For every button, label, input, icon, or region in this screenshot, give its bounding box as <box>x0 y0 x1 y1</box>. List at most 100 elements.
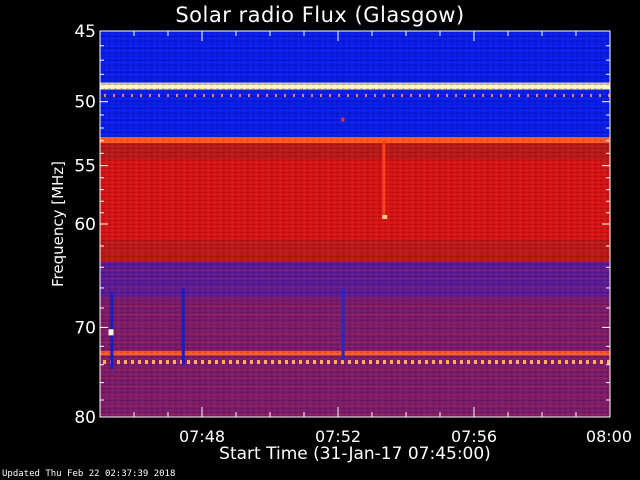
dot-mark <box>536 93 538 97</box>
dot-mark <box>404 360 407 365</box>
dot-mark <box>173 360 176 365</box>
dot-mark <box>149 93 151 97</box>
dot-mark <box>208 360 211 365</box>
dot-mark <box>122 93 124 97</box>
dot-mark <box>527 93 529 97</box>
dot-mark <box>523 360 526 365</box>
dot-mark <box>230 93 232 97</box>
dot-mark <box>419 93 421 97</box>
dot-mark <box>551 360 554 365</box>
x-tick-label: 08:00 <box>586 427 632 446</box>
y-tick-label: 50 <box>74 93 96 113</box>
dot-mark <box>292 360 295 365</box>
chart-title: Solar radio Flux (Glasgow) <box>175 3 465 27</box>
dot-mark <box>327 360 330 365</box>
x-tick-label: 07:56 <box>451 427 497 446</box>
dot-mark <box>131 360 134 365</box>
dot-mark <box>187 360 190 365</box>
dot-mark <box>194 93 196 97</box>
dot-mark <box>579 360 582 365</box>
dot-mark <box>537 360 540 365</box>
dot-mark <box>473 93 475 97</box>
dot-mark <box>460 360 463 365</box>
dot-mark <box>221 93 223 97</box>
dot-mark <box>257 360 260 365</box>
dot-mark <box>306 360 309 365</box>
dot-mark <box>509 360 512 365</box>
y-tick-label: 80 <box>74 408 96 428</box>
dot-mark <box>558 360 561 365</box>
dot-mark <box>285 360 288 365</box>
dot-mark <box>166 360 169 365</box>
dot-mark <box>131 93 133 97</box>
dot-mark <box>383 93 385 97</box>
dot-mark <box>500 93 502 97</box>
dot-mark <box>152 360 155 365</box>
dot-mark <box>608 93 610 97</box>
dot-mark <box>502 360 505 365</box>
dot-mark <box>401 93 403 97</box>
dot-mark <box>446 93 448 97</box>
dot-mark <box>453 360 456 365</box>
x-axis-label: Start Time (31-Jan-17 07:45:00) <box>219 444 491 464</box>
dot-mark <box>467 360 470 365</box>
dot-mark <box>392 93 394 97</box>
dot-mark <box>299 360 302 365</box>
dot-mark <box>124 360 127 365</box>
dot-mark <box>374 93 376 97</box>
dot-mark <box>554 93 556 97</box>
dot-mark <box>302 93 304 97</box>
dot-mark <box>313 360 316 365</box>
dot-mark <box>509 93 511 97</box>
dot-mark <box>229 360 232 365</box>
dot-mark <box>428 93 430 97</box>
dot-mark <box>600 360 603 365</box>
dot-mark <box>446 360 449 365</box>
dot-mark <box>481 360 484 365</box>
hot-pixel <box>382 214 388 219</box>
dot-mark <box>348 360 351 365</box>
dot-mark <box>167 93 169 97</box>
hot-pixel <box>108 329 114 336</box>
dot-mark <box>495 360 498 365</box>
dot-mark <box>437 93 439 97</box>
dot-mark <box>544 360 547 365</box>
dot-mark <box>356 93 358 97</box>
dot-mark <box>334 360 337 365</box>
dot-mark <box>362 360 365 365</box>
dot-mark <box>599 93 601 97</box>
dot-mark <box>369 360 372 365</box>
dot-mark <box>418 360 421 365</box>
dot-mark <box>410 93 412 97</box>
dot-mark <box>239 93 241 97</box>
dot-mark <box>113 93 115 97</box>
dot-mark <box>103 360 106 365</box>
dot-mark <box>545 93 547 97</box>
updated-timestamp: Updated Thu Feb 22 02:37:39 2018 <box>2 469 176 479</box>
dot-mark <box>159 360 162 365</box>
dot-mark <box>264 360 267 365</box>
y-tick-label: 60 <box>74 215 96 235</box>
dot-mark <box>464 93 466 97</box>
dot-mark <box>194 360 197 365</box>
dot-mark <box>572 360 575 365</box>
x-tick-label: 07:52 <box>315 427 361 446</box>
dot-mark <box>250 360 253 365</box>
dot-mark <box>145 360 148 365</box>
y-tick-label: 55 <box>74 157 96 177</box>
dot-mark <box>104 93 106 97</box>
dot-mark <box>607 360 610 365</box>
dot-mark <box>257 93 259 97</box>
dot-mark <box>180 360 183 365</box>
dot-mark <box>320 360 323 365</box>
dot-mark <box>482 93 484 97</box>
dot-mark <box>212 93 214 97</box>
dot-mark <box>158 93 160 97</box>
y-tick-label: 45 <box>74 22 96 42</box>
dot-mark <box>432 360 435 365</box>
dot-mark <box>572 93 574 97</box>
dot-mark <box>376 360 379 365</box>
dot-mark <box>411 360 414 365</box>
dot-mark <box>491 93 493 97</box>
dot-mark <box>590 93 592 97</box>
